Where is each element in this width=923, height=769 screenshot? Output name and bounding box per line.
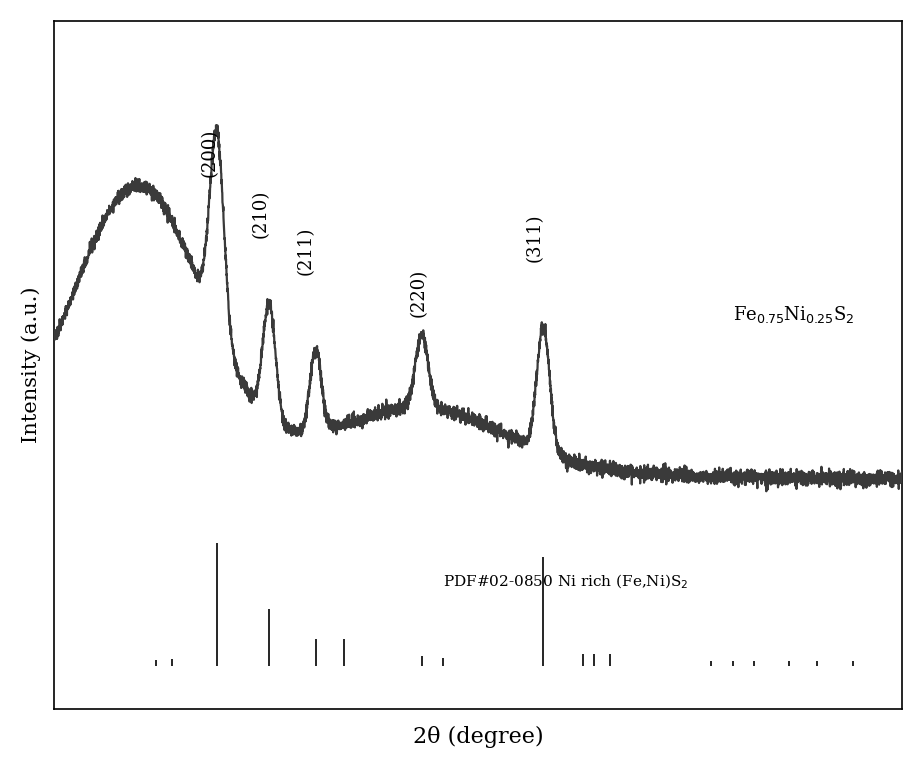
Text: (311): (311) (526, 214, 544, 262)
Y-axis label: Intensity (a.u.): Intensity (a.u.) (21, 287, 41, 444)
Text: (220): (220) (410, 268, 428, 317)
Text: (211): (211) (297, 227, 315, 275)
X-axis label: 2θ (degree): 2θ (degree) (413, 726, 544, 748)
Text: PDF#02-0850 Ni rich (Fe,Ni)S$_2$: PDF#02-0850 Ni rich (Fe,Ni)S$_2$ (443, 573, 689, 591)
Text: (210): (210) (252, 189, 270, 238)
Text: Fe$_{0.75}$Ni$_{0.25}$S$_2$: Fe$_{0.75}$Ni$_{0.25}$S$_2$ (733, 305, 855, 325)
Text: (200): (200) (201, 128, 219, 177)
